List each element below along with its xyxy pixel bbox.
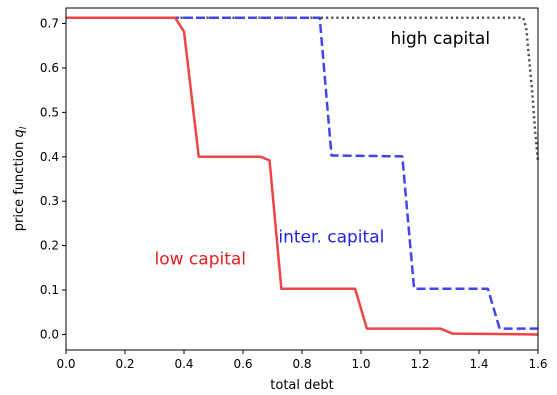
y-tick-label: 0.7 xyxy=(40,17,59,31)
ticks-layer: 0.0 0.2 0.4 0.6 0.8 1.0 1.2 1.4 1.6 0.0 0.1 0.2 0.3 0… xyxy=(40,17,548,371)
x-tick-label: 0.4 xyxy=(174,357,193,371)
y-tick-label: 0.0 xyxy=(40,327,59,341)
y-tick-label: 0.5 xyxy=(40,105,59,119)
series-line-low-capital xyxy=(66,16,539,336)
x-tick-label: 1.6 xyxy=(528,357,547,371)
y-axis-label-subscript: l xyxy=(19,126,29,129)
series-line-inter-capital xyxy=(66,16,538,330)
annotation-high-capital: high capital xyxy=(391,29,491,49)
y-tick-label: 0.2 xyxy=(40,239,59,253)
annotation-low-capital: low capital xyxy=(155,250,247,270)
x-tick-label: 1.0 xyxy=(351,357,370,371)
y-axis-label-text: price function xyxy=(12,138,27,232)
y-tick-label: 0.4 xyxy=(40,150,59,164)
x-tick-label: 1.2 xyxy=(410,357,429,371)
annotation-inter-capital: inter. capital xyxy=(278,228,384,248)
series-layer xyxy=(66,16,540,336)
x-tick-label: 0.0 xyxy=(56,357,75,371)
y-tick-label: 0.6 xyxy=(40,61,59,75)
x-tick-label: 1.4 xyxy=(469,357,488,371)
x-tick-label: 0.8 xyxy=(292,357,311,371)
x-tick-label: 0.2 xyxy=(115,357,134,371)
y-tick-label: 0.3 xyxy=(40,194,59,208)
y-axis-label: price function ql xyxy=(12,126,29,231)
y-tick-label: 0.1 xyxy=(40,283,59,297)
annotation-layer: high capital inter. capital low capital xyxy=(155,29,491,270)
x-axis-label: total debt xyxy=(270,378,333,393)
x-tick-label: 0.6 xyxy=(233,357,252,371)
y-axis-label-symbol: q xyxy=(12,129,27,137)
plot-frame xyxy=(65,7,539,351)
